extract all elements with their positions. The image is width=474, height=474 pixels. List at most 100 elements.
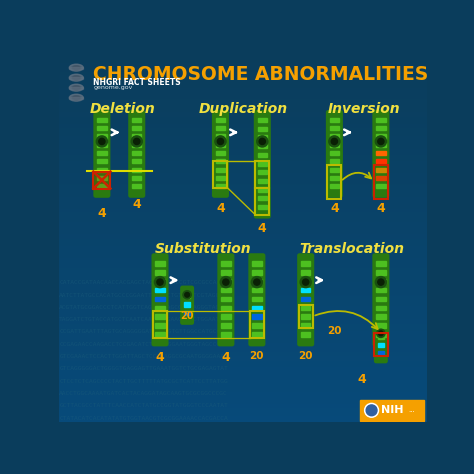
Bar (59, 118, 427, 119)
Circle shape (157, 279, 163, 285)
Bar (59, 370, 427, 371)
Circle shape (377, 329, 385, 337)
Bar (59, 186, 427, 187)
Bar (59, 366, 427, 367)
Text: genome.gov: genome.gov (93, 84, 133, 90)
Bar (59, 232, 427, 233)
Bar (59, 62, 427, 63)
Bar (330, 126, 339, 130)
Circle shape (155, 276, 165, 288)
Text: AATCTTATGCCACATGCCCGGAATTAGGTCTGTTACTCGTAGCAA: AATCTTATGCCACATGCCCGGAATTAGGTCTGTTACTCGT… (59, 292, 228, 298)
Bar (59, 94, 427, 95)
Bar (59, 335, 427, 336)
Bar (69, 87, 83, 89)
Bar (59, 181, 427, 182)
Bar (59, 314, 427, 315)
Bar (132, 184, 141, 188)
Bar (59, 317, 427, 318)
Bar (59, 78, 427, 79)
Bar (221, 261, 230, 266)
Bar (376, 261, 385, 266)
Bar (59, 162, 427, 163)
Bar (59, 336, 427, 337)
Bar (59, 408, 427, 409)
Bar (59, 151, 427, 152)
FancyBboxPatch shape (254, 110, 271, 219)
Bar (59, 289, 427, 290)
Bar (59, 367, 427, 368)
Bar (59, 331, 427, 332)
Bar (301, 297, 310, 301)
Bar (59, 185, 427, 186)
Bar (59, 250, 427, 251)
Bar (69, 76, 83, 79)
Bar (59, 339, 427, 340)
Bar (59, 356, 427, 357)
Bar (59, 291, 427, 292)
Bar (59, 166, 427, 167)
Bar (59, 100, 427, 101)
Bar (330, 118, 339, 122)
Bar (59, 282, 427, 283)
Bar (258, 118, 267, 122)
Text: NHGRI FACT SHEETS: NHGRI FACT SHEETS (93, 78, 181, 87)
Bar (376, 134, 385, 138)
Bar (59, 312, 427, 313)
Bar (59, 225, 427, 226)
Bar (59, 392, 427, 393)
Bar (59, 194, 427, 195)
Text: Inversion: Inversion (328, 101, 400, 116)
Bar (59, 90, 427, 91)
FancyBboxPatch shape (248, 253, 265, 346)
Circle shape (215, 136, 226, 147)
Bar (250, 311, 264, 338)
Bar (59, 161, 427, 162)
Bar (59, 416, 427, 417)
Bar (59, 57, 427, 58)
Bar (59, 409, 427, 410)
Circle shape (331, 138, 337, 145)
Bar (213, 161, 228, 188)
Bar (59, 377, 427, 378)
Text: 4: 4 (155, 351, 164, 364)
Bar (59, 245, 427, 246)
Bar (59, 363, 427, 364)
Bar (59, 332, 427, 333)
Bar (59, 66, 427, 67)
Text: Deletion: Deletion (90, 101, 155, 116)
Ellipse shape (69, 64, 83, 71)
Bar (59, 286, 427, 287)
Bar (59, 326, 427, 327)
Bar (59, 214, 427, 215)
Bar (59, 420, 427, 421)
Bar (59, 67, 427, 68)
Bar (59, 386, 427, 387)
Bar (59, 170, 427, 171)
Bar (59, 274, 427, 275)
Bar (155, 297, 164, 301)
Bar (221, 288, 230, 292)
Bar (59, 73, 427, 74)
Bar (59, 265, 427, 266)
Bar (59, 95, 427, 96)
Bar (59, 372, 427, 373)
Bar (378, 343, 384, 347)
Bar (59, 379, 427, 380)
Bar (97, 118, 107, 122)
Bar (59, 406, 427, 407)
Bar (59, 412, 427, 413)
Bar (252, 279, 262, 283)
Bar (216, 168, 225, 172)
Bar (376, 151, 385, 155)
Bar (59, 396, 427, 397)
Bar (132, 126, 141, 130)
Bar (252, 314, 262, 319)
Bar (59, 358, 427, 359)
Ellipse shape (73, 76, 80, 80)
Bar (59, 85, 427, 86)
Circle shape (366, 405, 377, 416)
Bar (59, 278, 427, 279)
Bar (59, 353, 427, 354)
Circle shape (257, 136, 268, 147)
Text: ...: ... (409, 407, 415, 413)
